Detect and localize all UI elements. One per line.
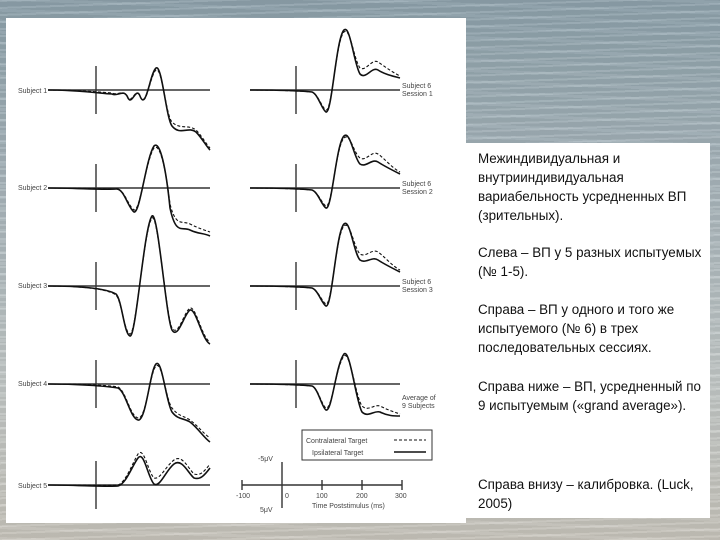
panel-label-line1: Average of — [402, 395, 436, 402]
ipsilateral-trace — [47, 69, 211, 149]
contralateral-trace — [249, 28, 401, 113]
caption-paragraph-4: Справа ниже – ВП, усредненный по 9 испыт… — [478, 379, 701, 413]
legend: Contralateral Target Ipsilateral Target — [301, 429, 433, 461]
calibration-top-label: -5μV — [258, 456, 273, 463]
panel-label-line2: 9 Subjects — [402, 403, 435, 410]
panel-label-line1: Subject 6 — [402, 83, 431, 90]
contralateral-trace — [47, 67, 211, 151]
panel-label: Subject 2 — [18, 185, 47, 192]
tick-label: 300 — [395, 493, 407, 500]
erp-figure: Subject 1 Subject 2 Subject 3 Subject 4 — [6, 18, 466, 523]
calibration: -5μV -100 100 200 300 0 5μV Time Poststi… — [236, 456, 407, 514]
caption-paragraph-1: Межиндивидуальная и внутрииндивидуальная… — [478, 151, 687, 223]
panel-label-line1: Subject 6 — [402, 181, 431, 188]
tick-label: 200 — [356, 493, 368, 500]
caption-paragraph-3: Справа – ВП у одного и того же испытуемо… — [478, 302, 675, 355]
ipsilateral-trace — [249, 136, 401, 207]
ipsilateral-trace — [249, 355, 401, 415]
tick-label: -100 — [236, 493, 250, 500]
panel-subject-6-session-1: Subject 6 Session 1 — [249, 28, 433, 114]
contralateral-trace — [47, 455, 211, 488]
legend-box — [301, 429, 433, 461]
ipsilateral-trace — [249, 224, 401, 305]
contralateral-trace — [249, 134, 401, 209]
panel-label-line2: Session 3 — [402, 287, 433, 294]
caption-paragraph-5: Справа внизу – калибровка. (Luck, 2005) — [478, 477, 694, 511]
calibration-axis-title: Time Poststimulus (ms) — [312, 503, 385, 510]
panel-label-line1: Subject 6 — [402, 279, 431, 286]
panel-subject-2: Subject 2 — [18, 144, 211, 237]
panel-label-line2: Session 2 — [402, 189, 433, 196]
legend-contralateral-label: Contralateral Target — [306, 438, 367, 445]
ipsilateral-trace — [47, 217, 211, 343]
zero-label: 0 — [285, 493, 289, 500]
panel-label: Subject 5 — [18, 483, 47, 490]
caption-paragraph-2: Слева – ВП у 5 разных испытуемых (№ 1-5)… — [478, 245, 702, 279]
panel-label: Subject 1 — [18, 88, 47, 95]
ipsilateral-trace — [249, 30, 401, 111]
ipsilateral-trace — [47, 146, 211, 233]
contralateral-trace — [47, 362, 211, 443]
erp-figure-svg: Subject 1 Subject 2 Subject 3 Subject 4 — [18, 28, 436, 514]
panel-subject-3: Subject 3 — [18, 215, 211, 345]
tick-label: 100 — [316, 493, 328, 500]
legend-ipsilateral-label: Ipsilateral Target — [312, 450, 363, 457]
panel-label-line2: Session 1 — [402, 91, 433, 98]
contralateral-trace — [249, 222, 401, 307]
panel-subject-4: Subject 4 — [18, 360, 211, 443]
calibration-bottom-label: 5μV — [260, 507, 273, 514]
panel-label: Subject 3 — [18, 283, 47, 290]
panel-label: Subject 4 — [18, 381, 47, 388]
panel-subject-6-session-2: Subject 6 Session 2 — [249, 134, 433, 212]
contralateral-trace — [47, 215, 211, 345]
panel-subject-1: Subject 1 — [18, 66, 211, 151]
ipsilateral-trace — [47, 365, 211, 439]
panel-subject-6-session-3: Subject 6 Session 3 — [249, 222, 433, 310]
caption-box: Межиндивидуальная и внутрииндивидуальная… — [466, 143, 710, 518]
panel-subject-5: Subject 5 — [18, 451, 211, 509]
panel-grand-average: Average of 9 Subjects — [249, 353, 436, 417]
